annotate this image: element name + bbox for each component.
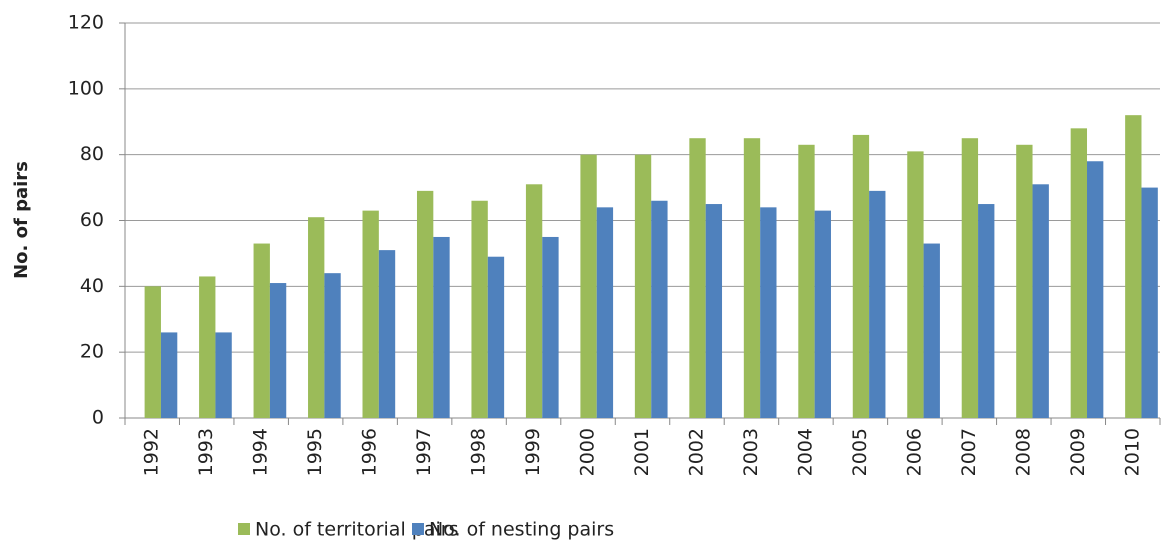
x-tick-label: 2007: [958, 428, 980, 476]
bar: [978, 204, 995, 418]
bar: [907, 151, 924, 418]
y-tick-label: 40: [80, 275, 104, 297]
x-tick-label: 2010: [1121, 428, 1143, 476]
bar: [1032, 184, 1049, 418]
bar: [433, 236, 450, 418]
bar: [144, 286, 161, 418]
x-tick-label: 2005: [849, 428, 871, 476]
x-tick-label: 2006: [903, 428, 925, 476]
bar: [596, 207, 614, 418]
bar: [471, 200, 488, 418]
x-tick-label: 2009: [1067, 428, 1089, 476]
bar: [160, 332, 178, 418]
bar: [525, 184, 543, 418]
bar: [580, 154, 597, 418]
bar: [634, 154, 652, 418]
bar: [1070, 128, 1088, 419]
bar: [814, 210, 831, 418]
bar: [961, 138, 979, 419]
x-tick-label: 2002: [685, 428, 707, 476]
y-tick-label: 20: [80, 341, 104, 363]
x-tick-label: 2004: [794, 428, 816, 476]
bar: [378, 250, 396, 418]
bar: [416, 190, 434, 418]
x-tick-label: 1994: [250, 428, 272, 476]
bar: [1141, 187, 1158, 418]
bar: [215, 332, 232, 418]
x-tick-label: 1996: [359, 428, 381, 476]
legend-swatch: [238, 523, 250, 535]
bar: [487, 256, 505, 418]
bar: [798, 144, 815, 418]
bar: [253, 243, 270, 418]
x-tick-label: 2003: [740, 428, 762, 476]
bar: [743, 138, 761, 419]
bar: [651, 200, 668, 418]
y-tick-label: 60: [80, 209, 104, 231]
x-tick-label: 1992: [141, 428, 163, 476]
x-tick-label: 2008: [1012, 428, 1034, 476]
x-tick-label: 2000: [577, 428, 599, 476]
y-tick-label: 0: [92, 407, 104, 429]
x-tick-label: 1999: [522, 428, 544, 476]
x-tick-label: 2001: [631, 428, 653, 476]
bar: [269, 283, 287, 418]
bar: [869, 190, 886, 418]
bar: [324, 273, 341, 418]
x-tick-label: 1998: [468, 428, 490, 476]
x-tick-label: 1995: [304, 428, 326, 476]
y-axis-label: No. of pairs: [11, 161, 32, 279]
bar: [1016, 144, 1033, 418]
legend-label: No. of territorial pairs: [255, 519, 458, 541]
bar: [760, 207, 777, 418]
bar: [362, 210, 379, 418]
legend-label: No. of nesting pairs: [429, 519, 614, 541]
bar: [689, 138, 706, 419]
y-tick-label: 80: [80, 143, 104, 165]
bar: [852, 134, 870, 418]
bar: [705, 204, 723, 418]
y-tick-label: 120: [68, 12, 104, 34]
x-tick-label: 1993: [195, 428, 217, 476]
bar: [1125, 115, 1142, 419]
bar: [542, 236, 559, 418]
bar: [1087, 161, 1104, 418]
bar: [923, 243, 940, 418]
bar: [199, 276, 216, 418]
y-tick-label: 100: [68, 77, 104, 99]
legend-swatch: [412, 523, 424, 535]
x-tick-label: 1997: [413, 428, 435, 476]
bar: [308, 217, 325, 418]
